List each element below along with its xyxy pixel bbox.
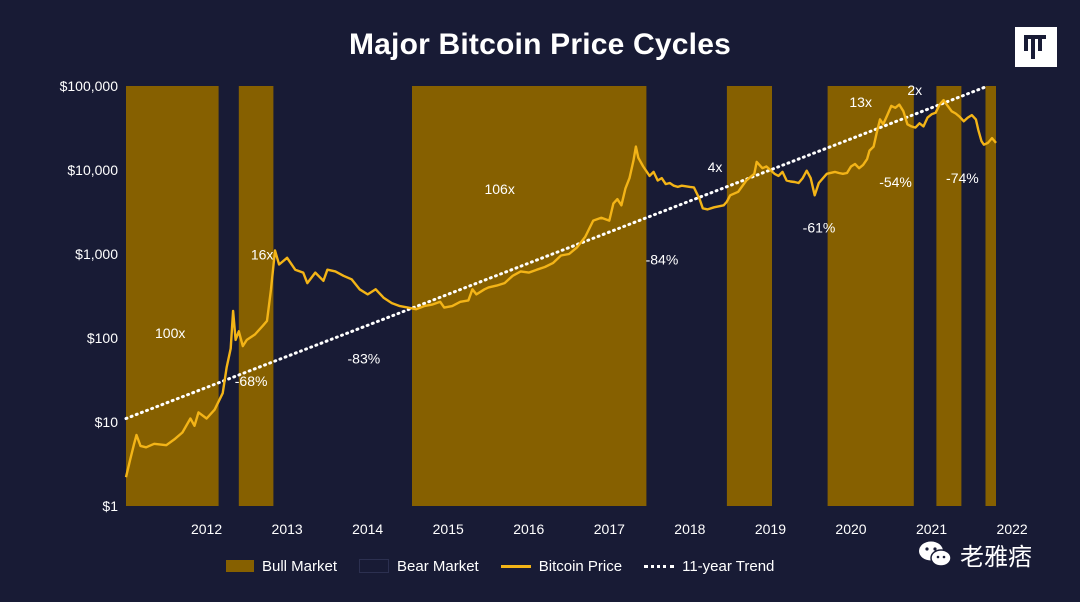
trend-line [124, 84, 990, 421]
x-tick-label: 2022 [997, 521, 1028, 537]
annotation-label: 2x [907, 82, 922, 98]
bull-band-1 [238, 86, 274, 506]
chart-lines [124, 84, 997, 478]
chart-annotations: 100x -68% 16x -83% 106x -84% 4x -61% 13x -54% 2x -7… [155, 82, 979, 389]
annotation-label: -68% [235, 373, 268, 389]
chart-title: Major Bitcoin Price Cycles [348, 28, 731, 61]
y-tick-label: $1,000 [75, 246, 118, 262]
annotation-label: -74% [946, 170, 979, 186]
legend-item-price: Bitcoin Price [500, 557, 623, 575]
watermark: 老雅痞 [918, 538, 1032, 571]
legend-item-bear: Bear Market [359, 558, 479, 575]
legend-swatch-bull [226, 560, 254, 572]
annotation-label: 106x [484, 181, 514, 197]
legend-item-bull: Bull Market [226, 558, 337, 575]
annotation-label: 13x [849, 94, 872, 110]
pantera-logo-icon [1015, 27, 1057, 67]
x-tick-label: 2019 [755, 521, 786, 537]
legend-label-trend: 11-year Trend [682, 557, 775, 575]
y-tick-label: $100,000 [60, 78, 119, 94]
y-tick-label: $100 [87, 330, 118, 346]
annotation-label: -54% [879, 174, 912, 190]
annotation-label: 100x [155, 325, 185, 341]
annotation-label: -61% [803, 220, 836, 236]
bull-band-4 [827, 86, 914, 506]
x-tick-label: 2017 [594, 521, 625, 537]
legend-swatch-trend [644, 564, 675, 568]
x-tick-label: 2016 [513, 521, 544, 537]
x-tick-label: 2021 [916, 521, 947, 537]
wechat-icon [919, 541, 952, 567]
legend-label-bear: Bear Market [397, 557, 479, 575]
annotation-label: -83% [348, 350, 381, 366]
x-tick-label: 2020 [835, 521, 866, 537]
legend-swatch-bear [359, 559, 390, 573]
bull-band-6 [985, 86, 996, 506]
watermark-text: 老雅痞 [960, 542, 1032, 571]
x-tick-label: 2013 [272, 521, 303, 537]
bull-band-2 [412, 86, 647, 506]
bull-market-bands [126, 86, 996, 506]
x-axis-ticks: 2012 2013 2014 2015 2016 2017 2018 2019 2020 2021… [191, 521, 1028, 537]
annotation-label: 4x [708, 159, 723, 175]
y-tick-label: $10 [95, 414, 119, 430]
y-tick-label: $1 [102, 498, 118, 514]
x-tick-label: 2014 [352, 521, 383, 537]
annotation-label: -84% [646, 251, 679, 267]
legend-swatch-price [500, 564, 531, 568]
chart-legend: Bull Market Bear Market Bitcoin Price 11… [226, 556, 796, 576]
bull-band-3 [726, 86, 772, 506]
bitcoin-price-line [124, 98, 997, 478]
bull-band-0 [126, 86, 219, 506]
bull-band-5 [936, 86, 962, 506]
y-tick-label: $10,000 [67, 162, 118, 178]
x-tick-label: 2018 [674, 521, 705, 537]
y-axis-ticks: $100,000 $10,000 $1,000 $100 $10 $1 [60, 78, 119, 514]
legend-item-trend: 11-year Trend [644, 558, 774, 575]
legend-label-bull: Bull Market [262, 557, 338, 575]
x-tick-label: 2015 [433, 521, 464, 537]
x-tick-label: 2012 [191, 521, 222, 537]
annotation-label: 16x [251, 247, 274, 263]
legend-label-price: Bitcoin Price [538, 557, 623, 575]
